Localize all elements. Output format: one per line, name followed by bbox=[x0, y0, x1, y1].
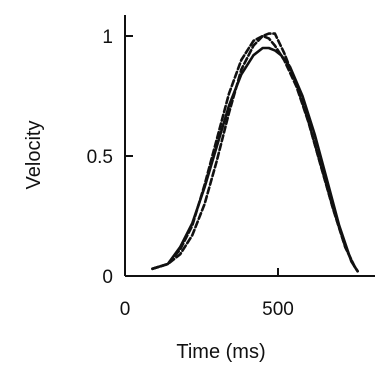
series-line-1 bbox=[151, 46, 359, 273]
x-tick-label: 0 bbox=[120, 299, 131, 320]
series-line-3 bbox=[151, 34, 359, 273]
y-axis-label: Velocity bbox=[23, 121, 45, 190]
y-tick-label: 0.5 bbox=[87, 147, 113, 168]
axes bbox=[124, 15, 375, 277]
series-layer bbox=[151, 32, 359, 273]
x-axis-label: Time (ms) bbox=[176, 341, 265, 363]
y-tick-label: 0 bbox=[102, 267, 113, 288]
series-line-2 bbox=[151, 32, 359, 273]
x-tick-label: 500 bbox=[262, 299, 294, 320]
y-tick-label: 1 bbox=[102, 27, 113, 48]
ticks-layer: 0 0.5 1 0 500 bbox=[87, 27, 294, 320]
